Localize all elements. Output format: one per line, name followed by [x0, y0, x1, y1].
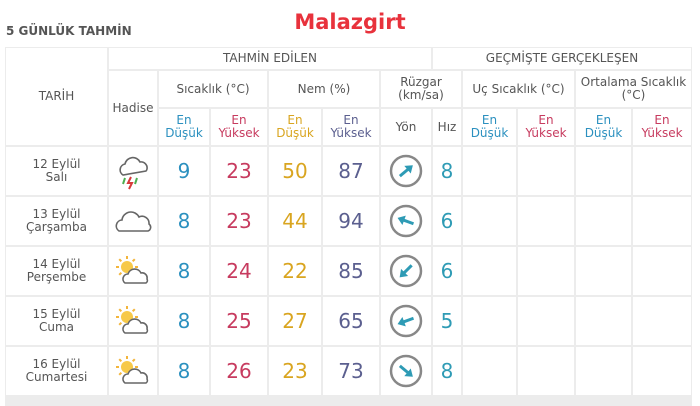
humidity-min: 27 — [269, 297, 321, 345]
weather-icon — [109, 197, 157, 245]
humidity-max: 87 — [323, 147, 379, 195]
empty-cell — [518, 197, 574, 245]
empty-cell — [576, 347, 631, 395]
group-header: Sıcaklık (°C) — [159, 71, 267, 107]
empty-cell — [463, 297, 516, 345]
wind-arrow — [389, 354, 423, 388]
subheader: En Yüksek — [323, 109, 379, 145]
weather-icon — [109, 347, 157, 395]
icon — [116, 256, 149, 284]
empty-cell — [518, 247, 574, 295]
humidity-max: 73 — [323, 347, 379, 395]
date: 13 Eylül Çarşamba — [6, 197, 107, 245]
wind-direction — [381, 347, 431, 395]
date: 12 Eylül Salı — [6, 147, 107, 195]
empty-cell — [633, 297, 691, 345]
humidity-min: 44 — [269, 197, 321, 245]
temp-min: 8 — [159, 297, 209, 345]
subheader: En Yüksek — [633, 109, 691, 145]
date-header: TARİH — [6, 48, 107, 145]
icon — [116, 306, 149, 334]
empty-cell — [633, 247, 691, 295]
wind-arrow — [389, 304, 423, 338]
icon — [116, 356, 149, 384]
temp-max: 23 — [211, 147, 267, 195]
subheader: En Yüksek — [211, 109, 267, 145]
group-header: Nem (%) — [269, 71, 379, 107]
temp-max: 25 — [211, 297, 267, 345]
group-header: Ortalama Sıcaklık (°C) — [576, 71, 691, 107]
location: Malazgirt — [294, 10, 406, 34]
empty-cell — [463, 197, 516, 245]
temp-min: 8 — [159, 347, 209, 395]
icon — [115, 211, 152, 232]
empty-cell — [576, 147, 631, 195]
empty-cell — [576, 197, 631, 245]
humidity-max: 94 — [323, 197, 379, 245]
empty-cell — [633, 347, 691, 395]
humidity-max: 65 — [323, 297, 379, 345]
past-header: GEÇMİŞTE GERÇEKLEŞEN — [433, 48, 691, 69]
temp-min: 9 — [159, 147, 209, 195]
icon — [119, 156, 148, 190]
empty-cell — [576, 297, 631, 345]
empty-cell — [633, 147, 691, 195]
weather-icon — [109, 147, 157, 195]
empty-cell — [518, 147, 574, 195]
group-header: Uç Sıcaklık (°C) — [463, 71, 574, 107]
weather-icon — [109, 297, 157, 345]
page-title: 5 GÜNLÜK TAHMİN — [6, 24, 132, 38]
date: 16 Eylül Cumartesi — [6, 347, 107, 395]
empty-cell — [576, 247, 631, 295]
subheader: En Düşük — [269, 109, 321, 145]
humidity-min: 22 — [269, 247, 321, 295]
wind-speed: 5 — [433, 297, 461, 345]
event-header: Hadise — [109, 71, 157, 145]
empty-cell — [463, 147, 516, 195]
humidity-min: 50 — [269, 147, 321, 195]
wind-speed: 8 — [433, 147, 461, 195]
subheader: En Yüksek — [518, 109, 574, 145]
empty-cell — [633, 197, 691, 245]
subheader: En Düşük — [159, 109, 209, 145]
temp-min: 8 — [159, 247, 209, 295]
temp-max: 26 — [211, 347, 267, 395]
subheader: En Düşük — [463, 109, 516, 145]
wind-direction — [381, 297, 431, 345]
date: 15 Eylül Cuma — [6, 297, 107, 345]
humidity-max: 85 — [323, 247, 379, 295]
empty-cell — [463, 347, 516, 395]
group-header: Rüzgar (km/sa) — [381, 71, 461, 107]
forecast-header: TAHMİN EDİLEN — [109, 48, 431, 69]
wind-speed: 6 — [433, 197, 461, 245]
wind-speed: 6 — [433, 247, 461, 295]
subheader: Yön — [381, 109, 431, 145]
empty-cell — [463, 247, 516, 295]
date: 14 Eylül Perşembe — [6, 247, 107, 295]
wind-direction — [381, 147, 431, 195]
temp-min: 8 — [159, 197, 209, 245]
wind-speed: 8 — [433, 347, 461, 395]
temp-max: 23 — [211, 197, 267, 245]
wind-direction — [381, 197, 431, 245]
empty-cell — [518, 347, 574, 395]
empty-cell — [518, 297, 574, 345]
subheader: En Düşük — [576, 109, 631, 145]
subheader: Hız — [433, 109, 461, 145]
wind-arrow — [389, 204, 423, 238]
temp-max: 24 — [211, 247, 267, 295]
weather-icon — [109, 247, 157, 295]
wind-arrow — [389, 254, 423, 288]
wind-direction — [381, 247, 431, 295]
humidity-min: 23 — [269, 347, 321, 395]
wind-arrow — [389, 154, 423, 188]
